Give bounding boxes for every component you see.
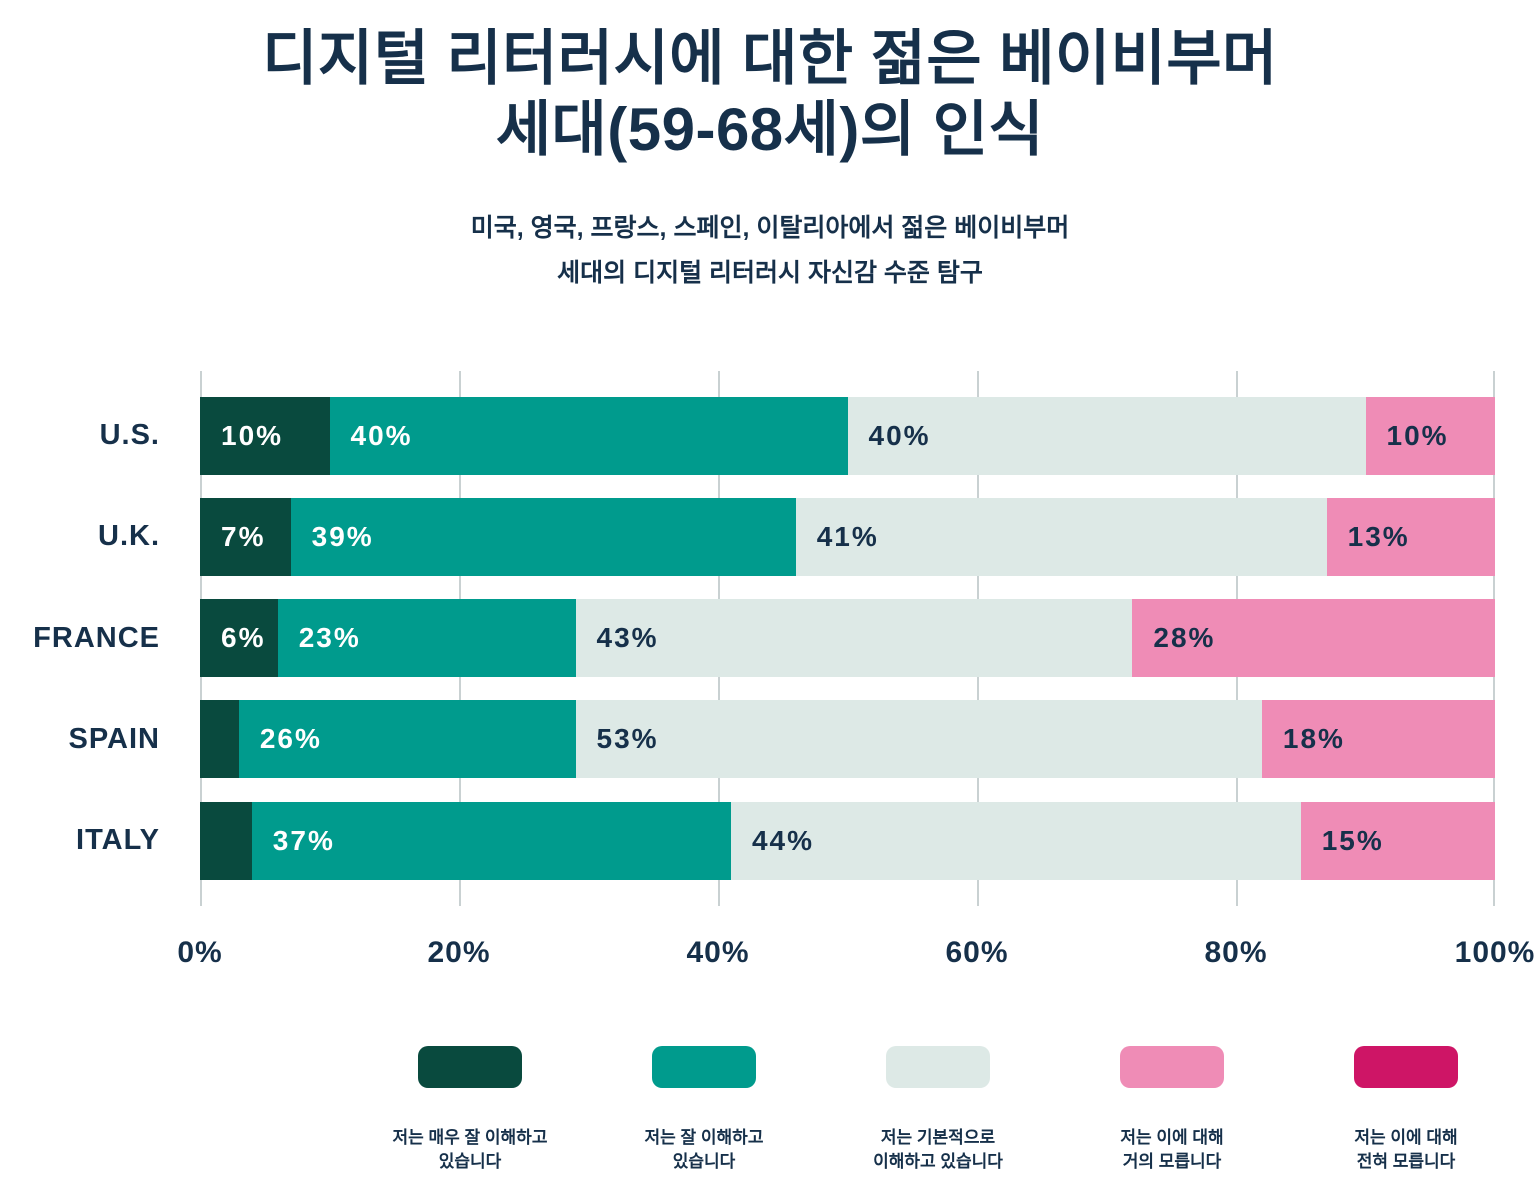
bar-segment: 41%: [795, 497, 1327, 576]
legend: 저는 매우 잘 이해하고 있습니다 저는 잘 이해하고 있습니다 저는 기본적으…: [0, 1045, 1540, 1175]
bar-segment: 23%: [277, 599, 576, 678]
legend-item: 저는 이에 대해 거의 모릅니다: [1086, 1045, 1258, 1175]
legend-item: 저는 이에 대해 전혀 모릅니다: [1320, 1045, 1492, 1175]
segment-value-label: 26%: [259, 723, 322, 755]
bar-segment: 10%: [200, 396, 330, 475]
segment-value-label: 40%: [868, 419, 931, 451]
bar-segment: 40%: [847, 396, 1366, 475]
segment-value-label: 40%: [350, 419, 413, 451]
legend-swatch: [1354, 1045, 1458, 1088]
segment-value-label: 39%: [311, 520, 374, 552]
x-tick-label: 40%: [686, 935, 750, 969]
country-label: FRANCE: [33, 621, 160, 654]
segment-value-label: 43%: [596, 622, 659, 654]
bar-row: FRANCE 6% 23% 43% 28%: [33, 599, 1495, 678]
x-tick-label: 80%: [1204, 935, 1268, 969]
bar-segment: 15%: [1300, 801, 1495, 880]
segment-value-label: 6%: [221, 622, 266, 654]
bar-row: U.S. 10% 40% 40% 10%: [100, 396, 1495, 475]
bar-segment: 26%: [238, 700, 576, 779]
x-tick-label: 20%: [427, 935, 491, 969]
bar-segment: 44%: [730, 801, 1301, 880]
segment-value-label: 13%: [1347, 520, 1410, 552]
segment-value-label: 10%: [1386, 419, 1449, 451]
legend-swatch: [652, 1045, 756, 1088]
country-label: U.S.: [99, 419, 160, 452]
page-title: 디지털 리터러시에 대한 젊은 베이비부머 세대(59-68세)의 인식: [262, 25, 1278, 163]
segment-value-label: 28%: [1153, 622, 1216, 654]
country-label: ITALY: [76, 824, 160, 857]
bar-row: ITALY 37% 44% 15%: [76, 801, 1495, 880]
segment-value-label: 15%: [1321, 824, 1384, 856]
bar-segment: 6%: [200, 599, 278, 678]
x-tick-label: 100%: [1454, 935, 1536, 969]
bar-segment: 39%: [290, 497, 796, 576]
legend-label: 저는 기본적으로 이해하고 있습니다: [873, 1127, 1003, 1172]
bar-segment: 53%: [575, 700, 1262, 779]
x-axis: 0% 20% 40% 60% 80% 100%: [177, 935, 1534, 978]
bar-row: U.K. 7% 39% 41% 13%: [98, 497, 1495, 576]
legend-item: 저는 매우 잘 이해하고 있습니다: [384, 1045, 556, 1175]
legend-label: 저는 이에 대해 거의 모릅니다: [1120, 1127, 1224, 1172]
chart-subtitle: 미국, 영국, 프랑스, 스페인, 이탈리아에서 젊은 베이비부머 세대의 디지…: [470, 213, 1070, 287]
segment-value-label: 53%: [596, 723, 659, 755]
legend-label: 저는 매우 잘 이해하고 있습니다: [392, 1127, 548, 1172]
bar-segment: 37%: [251, 801, 731, 880]
country-label: U.K.: [98, 520, 160, 553]
bar-segment: 7%: [200, 497, 291, 576]
bar-segment: 18%: [1261, 700, 1495, 779]
infographic-page: 디지털 리터러시에 대한 젊은 베이비부머 세대(59-68세)의 인식 미국,…: [0, 24, 1540, 1178]
bar-segment: 43%: [575, 599, 1133, 678]
segment-value-label: 23%: [298, 622, 361, 654]
segment-value-label: 44%: [751, 824, 814, 856]
bar-segment: 40%: [329, 396, 848, 475]
bar-row: SPAIN 26% 53% 18%: [69, 700, 1495, 779]
legend-swatch: [418, 1045, 522, 1088]
segment-value-label: 18%: [1282, 723, 1345, 755]
bar-segment: 13%: [1326, 497, 1495, 576]
bar-segment: 28%: [1132, 599, 1495, 678]
bar-segment: 10%: [1365, 396, 1495, 475]
segment-value-label: 41%: [816, 520, 879, 552]
country-label: SPAIN: [68, 722, 160, 755]
segment-value-label: 37%: [272, 824, 335, 856]
legend-item: 저는 기본적으로 이해하고 있습니다: [852, 1045, 1024, 1175]
bar-segment: [200, 801, 252, 880]
segment-value-label: 7%: [221, 520, 266, 552]
segment-value-label: 10%: [221, 419, 284, 451]
plot-area: U.S. 10% 40% 40% 10% U.K. 7% 39%: [33, 370, 1495, 906]
legend-swatch: [886, 1045, 990, 1088]
legend-label: 저는 이에 대해 전혀 모릅니다: [1354, 1127, 1458, 1172]
x-tick-label: 60%: [945, 935, 1009, 969]
legend-label: 저는 잘 이해하고 있습니다: [644, 1127, 764, 1172]
legend-item: 저는 잘 이해하고 있습니다: [618, 1045, 790, 1175]
x-tick-label: 0%: [177, 935, 223, 969]
legend-swatch: [1120, 1045, 1224, 1088]
bar-segment: [200, 700, 239, 779]
